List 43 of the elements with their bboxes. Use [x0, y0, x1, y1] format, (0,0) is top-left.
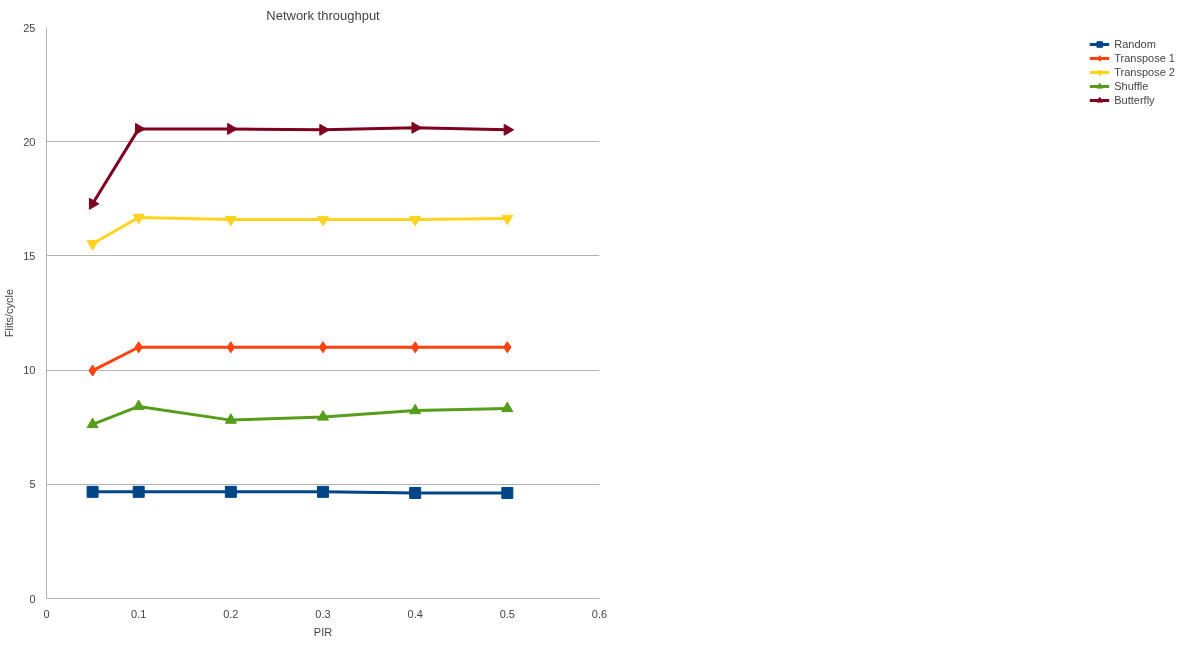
x-tick-label: 0.5	[499, 607, 515, 620]
y-axis-title: Flits/cycle	[3, 288, 16, 338]
point	[503, 123, 515, 136]
legend-label: Transpose 2	[1114, 65, 1175, 79]
point	[409, 215, 422, 227]
point	[319, 123, 330, 136]
point	[86, 417, 99, 429]
point	[224, 215, 237, 227]
y-tick-label: 5	[29, 478, 36, 491]
x-tick-label: 0.6	[591, 607, 608, 620]
point	[88, 197, 100, 210]
point	[501, 486, 514, 499]
legend-label: Butterfly	[1114, 93, 1155, 107]
x-tick-label: 0.3	[315, 607, 331, 620]
point	[409, 403, 422, 415]
legend-label: Shuffle	[1114, 79, 1149, 93]
x-tick-label: 0	[43, 607, 50, 620]
point	[501, 214, 514, 226]
point	[86, 485, 99, 498]
point	[501, 401, 514, 413]
point	[224, 485, 237, 498]
point	[409, 486, 422, 499]
point	[224, 413, 237, 424]
y-tick-label: 0	[29, 592, 36, 605]
point	[132, 213, 145, 225]
y-tick-label: 10	[23, 364, 36, 377]
x-tick-label: 0.1	[131, 607, 147, 620]
point	[132, 399, 145, 411]
y-tick-label: 20	[23, 135, 36, 148]
x-tick-label: 0.4	[407, 607, 423, 620]
x-axis-title: PIR	[313, 625, 333, 638]
point	[132, 485, 145, 498]
point	[317, 215, 329, 227]
chart-title: Network throughput	[266, 7, 381, 23]
legend-label: Transpose 1	[1114, 51, 1175, 65]
point	[318, 341, 328, 354]
y-tick-label: 15	[23, 249, 36, 262]
x-tick-label: 0.2	[223, 607, 239, 620]
point	[86, 240, 99, 251]
point	[317, 485, 329, 498]
y-tick-label: 25	[23, 21, 36, 34]
legend-label: Random	[1114, 37, 1156, 51]
point	[317, 410, 329, 421]
